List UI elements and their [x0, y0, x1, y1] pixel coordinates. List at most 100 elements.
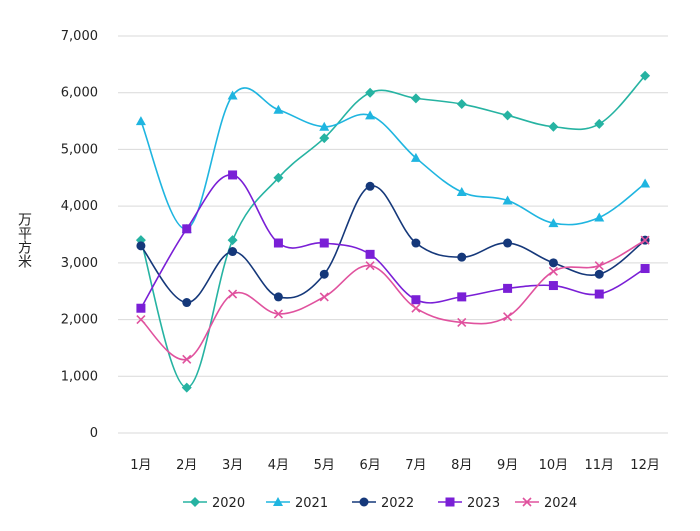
y-tick-label: 7,000 — [61, 29, 98, 44]
data-point — [365, 261, 375, 271]
x-tick-label: 10月 — [539, 458, 569, 473]
series-2020 — [135, 70, 651, 393]
data-point — [503, 312, 513, 322]
data-point — [135, 116, 146, 126]
legend-marker — [273, 497, 283, 506]
data-point — [457, 317, 467, 327]
gridlines — [118, 35, 668, 434]
data-point — [273, 172, 284, 183]
data-point — [457, 292, 467, 302]
y-tick-label: 5,000 — [61, 142, 98, 157]
data-point — [411, 295, 421, 305]
x-tick-label: 11月 — [584, 458, 614, 473]
data-point — [548, 266, 558, 276]
data-point — [365, 87, 376, 98]
data-point — [410, 152, 421, 162]
data-point — [182, 298, 192, 308]
y-tick-label: 6,000 — [61, 86, 98, 101]
data-point — [502, 195, 513, 205]
data-point — [273, 309, 283, 319]
data-point — [228, 247, 238, 257]
legend-label: 2020 — [212, 496, 245, 511]
data-point — [319, 269, 329, 279]
data-point — [319, 292, 329, 302]
legend-item: 2024 — [515, 496, 577, 511]
data-point — [227, 90, 238, 100]
data-point — [503, 238, 513, 248]
legend-label: 2024 — [544, 496, 577, 511]
data-point — [319, 133, 330, 144]
data-point — [548, 281, 558, 291]
legend-item: 2021 — [266, 496, 328, 511]
legend-label: 2023 — [467, 496, 500, 511]
y-tick-label: 4,000 — [61, 199, 98, 214]
series-line — [140, 75, 646, 389]
x-tick-label: 2月 — [176, 458, 197, 473]
legend-label: 2021 — [295, 496, 328, 511]
legend-marker — [445, 497, 455, 507]
data-point — [136, 241, 146, 251]
y-axis-ticks: 0 1,000 2,000 3,000 4,000 5,000 6,000 7,000 — [61, 29, 98, 441]
data-point — [548, 258, 558, 268]
data-point — [640, 178, 651, 188]
legend-marker — [522, 497, 532, 507]
series-lines — [135, 70, 651, 393]
x-tick-label: 6月 — [359, 458, 380, 473]
data-point — [548, 121, 559, 132]
y-tick-label: 3,000 — [61, 256, 98, 271]
data-point — [182, 354, 192, 364]
x-tick-label: 8月 — [451, 458, 472, 473]
series-line — [140, 174, 646, 309]
data-point — [411, 303, 421, 313]
legend: 2020 2021 2022 2023 2024 — [183, 496, 577, 511]
x-axis-ticks: 1月 2月 3月 4月 5月 6月 7月 8月 9月 10月 11月 12月 — [130, 458, 660, 473]
data-point — [640, 264, 650, 274]
data-point — [181, 382, 192, 393]
x-tick-label: 4月 — [268, 458, 289, 473]
data-point — [228, 170, 238, 180]
data-point — [594, 289, 604, 299]
series-2021 — [135, 87, 651, 233]
data-point — [456, 99, 467, 110]
y-tick-label: 2,000 — [61, 313, 98, 328]
series-2022 — [136, 181, 650, 308]
legend-label: 2022 — [381, 496, 414, 511]
data-point — [503, 283, 513, 293]
y-tick-label: 0 — [90, 426, 98, 441]
data-point — [228, 289, 238, 299]
x-tick-label: 12月 — [630, 458, 660, 473]
data-point — [457, 252, 467, 262]
x-tick-label: 9月 — [497, 458, 518, 473]
legend-marker — [190, 497, 200, 507]
data-point — [227, 235, 238, 246]
data-point — [594, 118, 605, 129]
data-point — [594, 261, 604, 271]
data-point — [594, 212, 605, 222]
data-point — [410, 93, 421, 104]
data-point — [319, 121, 330, 131]
series-2024 — [136, 235, 650, 364]
data-point — [319, 238, 329, 248]
data-point — [365, 181, 375, 191]
data-point — [548, 218, 559, 228]
y-tick-label: 1,000 — [61, 369, 98, 384]
x-tick-label: 7月 — [405, 458, 426, 473]
legend-item: 2023 — [438, 496, 500, 511]
data-point — [136, 303, 146, 313]
data-point — [456, 186, 467, 196]
data-point — [411, 238, 421, 248]
data-point — [640, 235, 650, 245]
data-point — [365, 110, 376, 120]
data-point — [273, 104, 284, 114]
data-point — [502, 110, 513, 121]
x-tick-label: 5月 — [314, 458, 335, 473]
legend-item: 2020 — [183, 496, 245, 511]
data-point — [365, 249, 375, 259]
series-2023 — [136, 170, 650, 313]
data-point — [273, 292, 283, 302]
data-point — [594, 269, 604, 279]
data-point — [136, 315, 146, 325]
x-tick-label: 3月 — [222, 458, 243, 473]
